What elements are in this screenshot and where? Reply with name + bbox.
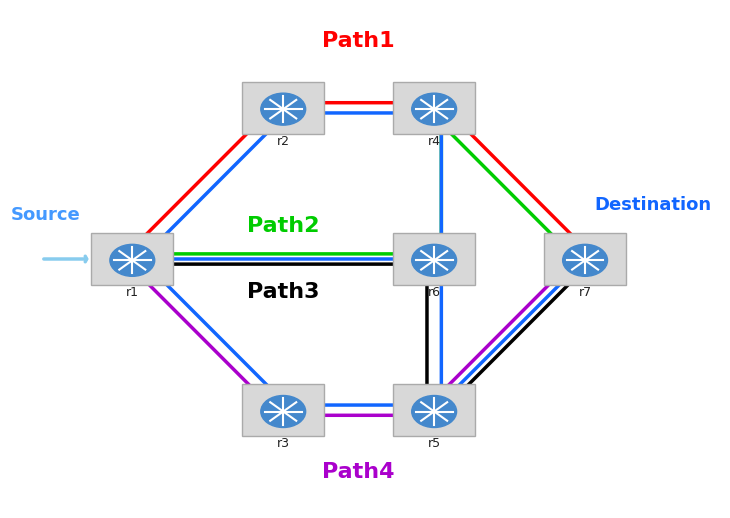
FancyBboxPatch shape: [242, 384, 324, 436]
Text: Path3: Path3: [247, 282, 320, 303]
Circle shape: [412, 244, 456, 276]
FancyBboxPatch shape: [242, 82, 324, 134]
Circle shape: [110, 244, 155, 276]
Text: Path1: Path1: [323, 31, 395, 51]
Text: r5: r5: [428, 437, 441, 450]
FancyBboxPatch shape: [393, 82, 475, 134]
FancyBboxPatch shape: [544, 233, 626, 285]
Text: Source: Source: [11, 207, 81, 224]
Text: r4: r4: [428, 135, 441, 148]
Circle shape: [412, 93, 456, 125]
FancyBboxPatch shape: [393, 233, 475, 285]
Text: r3: r3: [277, 437, 290, 450]
Text: Destination: Destination: [595, 196, 712, 214]
Circle shape: [412, 396, 456, 427]
Text: r6: r6: [428, 286, 441, 299]
Text: Path2: Path2: [247, 215, 320, 236]
FancyBboxPatch shape: [393, 384, 475, 436]
FancyBboxPatch shape: [91, 233, 173, 285]
Text: Path4: Path4: [323, 462, 395, 482]
Circle shape: [261, 93, 306, 125]
Text: r1: r1: [126, 286, 139, 299]
Circle shape: [563, 244, 607, 276]
Circle shape: [261, 396, 306, 427]
Text: r7: r7: [579, 286, 591, 299]
Text: r2: r2: [277, 135, 290, 148]
